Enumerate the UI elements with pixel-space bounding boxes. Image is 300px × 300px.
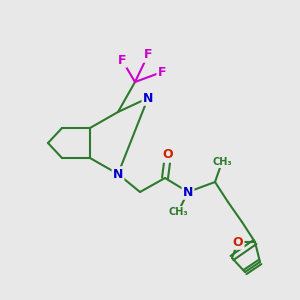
- Text: N: N: [143, 92, 153, 104]
- Text: F: F: [118, 53, 126, 67]
- Text: O: O: [163, 148, 173, 161]
- Text: N: N: [183, 185, 193, 199]
- Text: N: N: [113, 167, 123, 181]
- Text: CH₃: CH₃: [212, 157, 232, 167]
- Text: F: F: [158, 65, 166, 79]
- Text: F: F: [144, 49, 152, 62]
- Text: O: O: [233, 236, 243, 248]
- Text: CH₃: CH₃: [168, 207, 188, 217]
